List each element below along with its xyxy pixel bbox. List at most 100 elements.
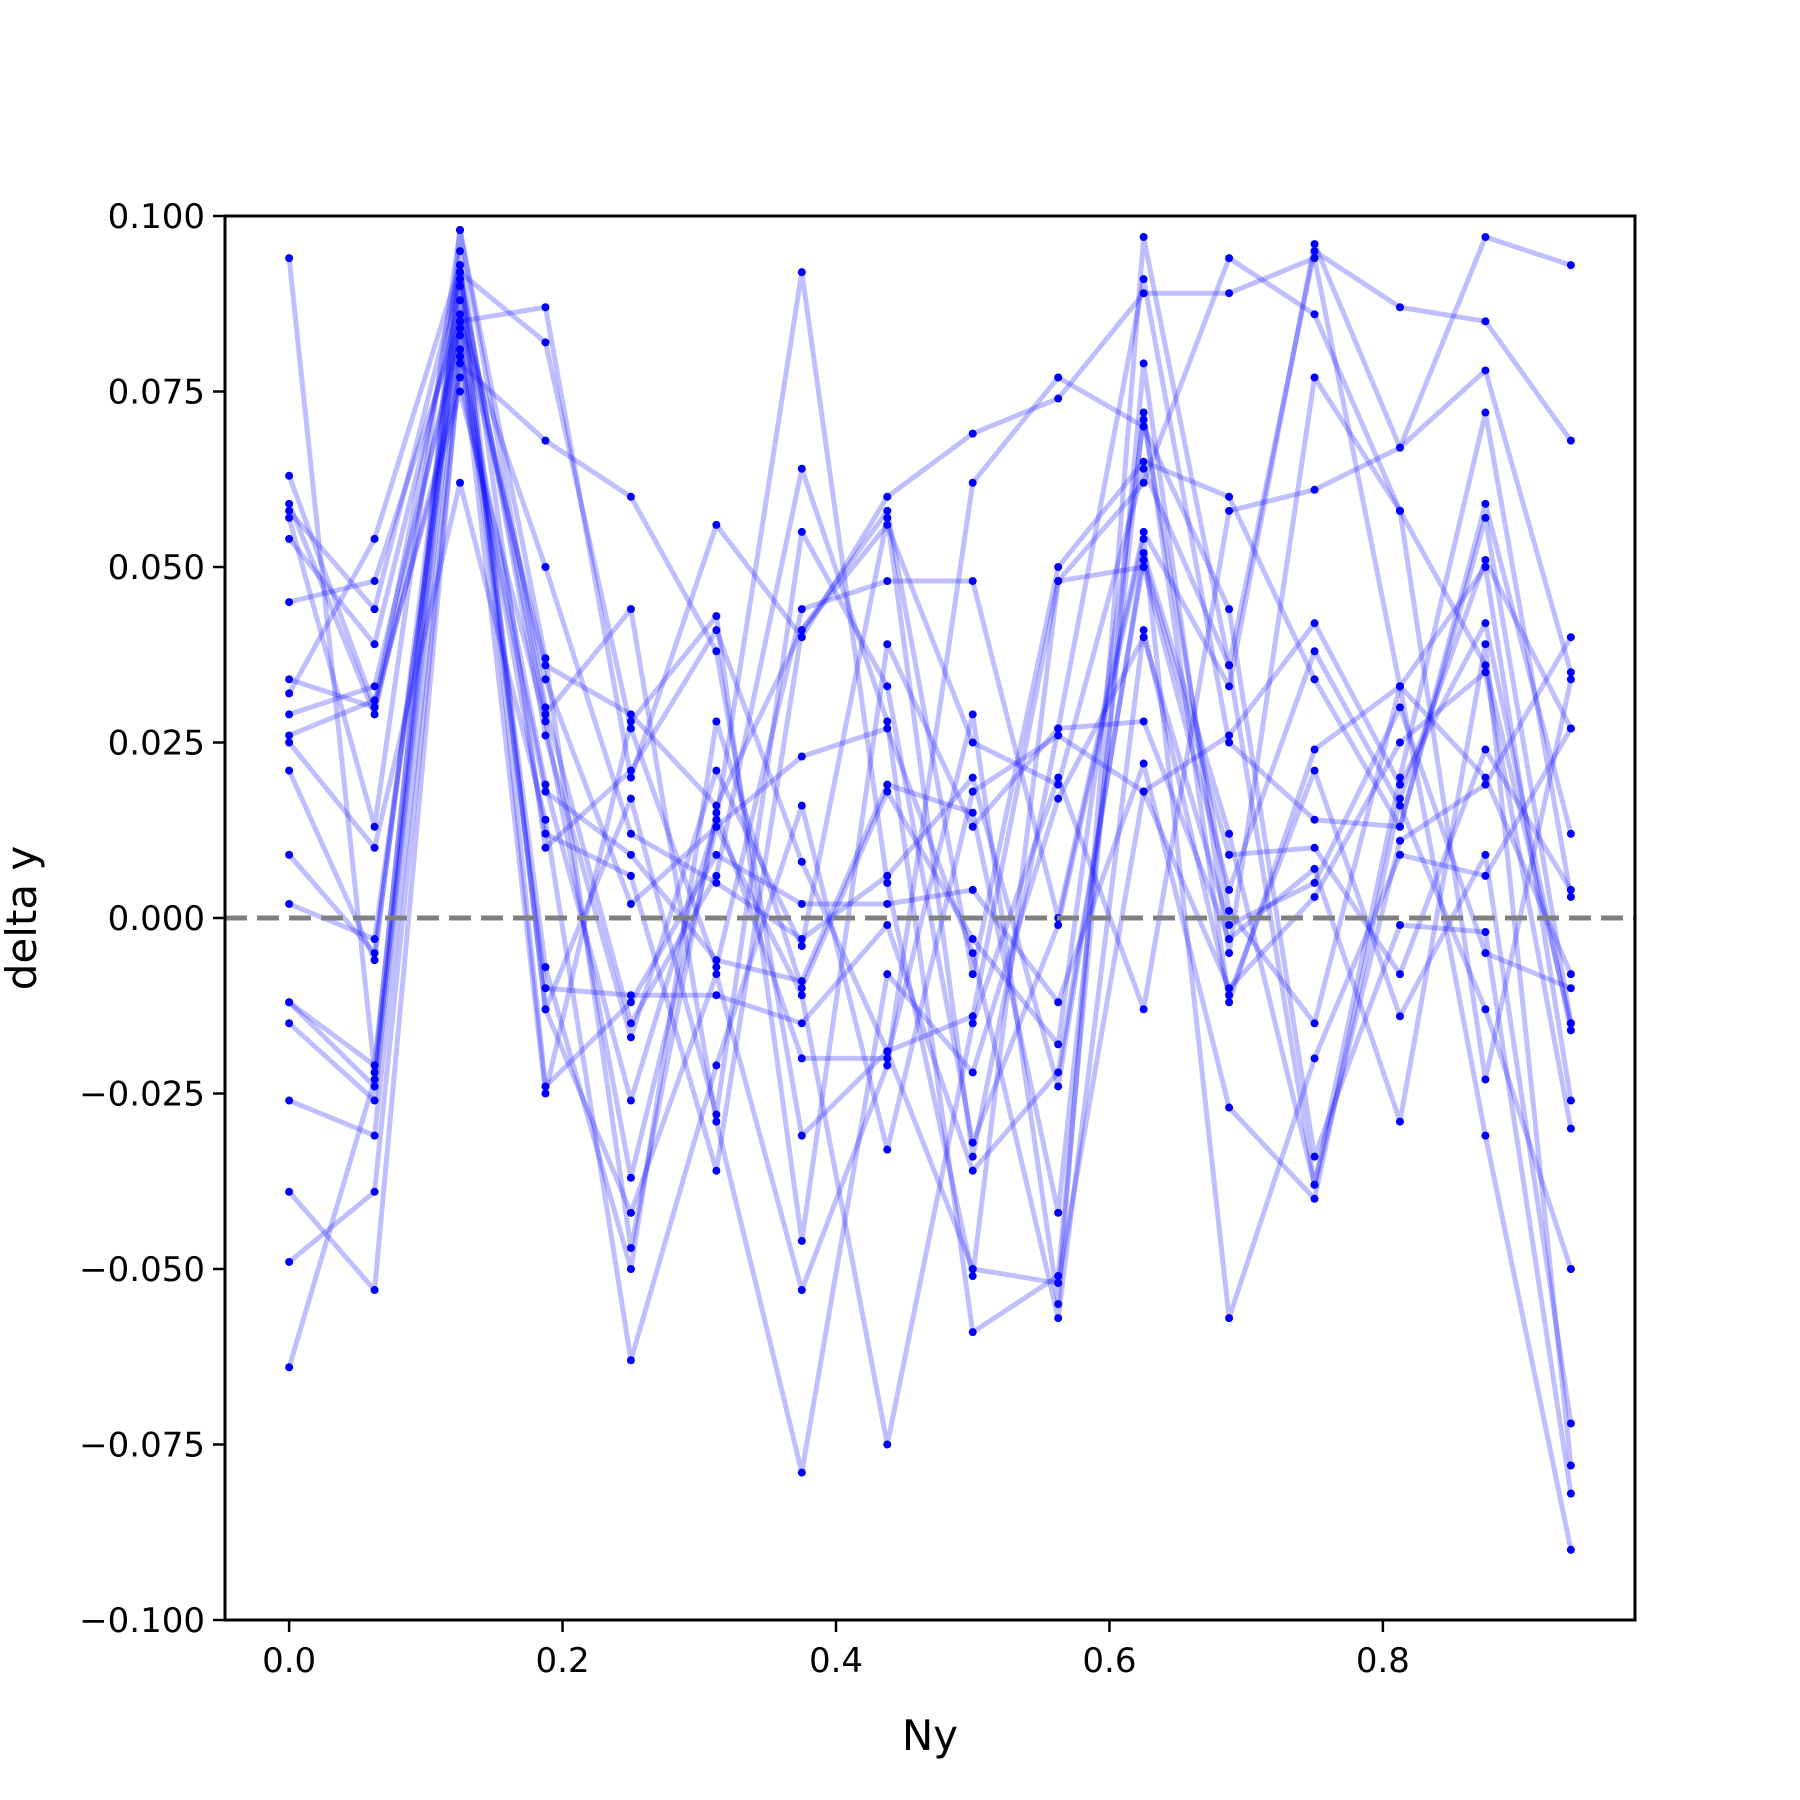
series-line	[286, 227, 1573, 1307]
data-point	[883, 724, 892, 733]
data-point	[1225, 921, 1234, 930]
data-point	[1225, 850, 1234, 859]
data-point	[370, 1082, 379, 1091]
data-point	[285, 598, 294, 607]
x-tick-label: 0.8	[1356, 1641, 1410, 1681]
data-point	[541, 780, 550, 789]
data-point	[370, 1096, 379, 1105]
data-point	[797, 857, 806, 866]
data-point	[1395, 1012, 1404, 1021]
y-tick-label: 0.100	[108, 197, 205, 237]
series-line	[287, 311, 1574, 1272]
data-point	[626, 850, 635, 859]
data-point	[1481, 780, 1490, 789]
series-line	[287, 480, 1574, 1363]
data-point	[712, 991, 721, 1000]
data-point	[1566, 1265, 1575, 1273]
data-point	[968, 808, 977, 817]
y-tick-label: −0.050	[79, 1250, 205, 1290]
data-point	[1395, 822, 1404, 831]
data-point	[1139, 422, 1148, 431]
data-point	[1566, 633, 1575, 642]
data-point	[1225, 949, 1234, 958]
data-point	[883, 970, 892, 979]
y-tick-label: −0.075	[79, 1426, 205, 1466]
data-point	[1139, 527, 1148, 536]
data-point	[285, 710, 294, 719]
data-point	[1395, 850, 1404, 859]
data-point	[1395, 801, 1404, 810]
data-point	[541, 731, 550, 740]
data-point	[712, 970, 721, 979]
data-point	[712, 815, 721, 824]
data-point	[712, 717, 721, 726]
data-point	[1139, 717, 1148, 726]
data-point	[797, 752, 806, 761]
data-point	[1225, 254, 1234, 263]
data-point	[883, 506, 892, 515]
data-point	[1310, 843, 1319, 852]
data-point	[541, 963, 550, 972]
data-point	[883, 492, 892, 501]
data-point	[626, 1265, 635, 1273]
data-point	[797, 935, 806, 944]
data-point	[712, 626, 721, 635]
data-point	[1566, 984, 1575, 993]
data-point	[1139, 464, 1148, 473]
data-point	[1139, 534, 1148, 543]
y-axis-ticks: −0.100 −0.075 −0.050 −0.025 0.000 0.025 0.050 0…	[79, 197, 225, 1641]
data-point	[883, 787, 892, 796]
data-point	[1054, 577, 1063, 586]
data-point	[712, 878, 721, 887]
data-point	[1395, 970, 1404, 979]
data-point	[712, 956, 721, 965]
data-point	[1566, 724, 1575, 733]
data-point	[1481, 233, 1490, 242]
data-point	[285, 1096, 294, 1105]
data-point	[1139, 548, 1148, 557]
data-point	[968, 1068, 977, 1077]
data-point	[797, 464, 806, 473]
x-tick-label: 0.6	[1082, 1641, 1136, 1681]
data-point	[541, 815, 550, 824]
data-point	[370, 949, 379, 958]
data-point	[712, 1061, 721, 1070]
data-point	[1225, 506, 1234, 515]
data-point	[968, 577, 977, 586]
data-point	[1395, 303, 1404, 312]
data-point	[285, 506, 294, 515]
data-point	[712, 871, 721, 880]
data-point	[1054, 394, 1063, 403]
data-point	[1566, 1124, 1575, 1133]
data-point	[1139, 275, 1148, 284]
series-line	[287, 248, 1574, 1286]
data-point	[285, 471, 294, 480]
data-point	[1054, 1082, 1063, 1091]
data-point	[883, 1047, 892, 1056]
data-point	[1139, 626, 1148, 635]
data-point	[1395, 794, 1404, 803]
data-point	[883, 513, 892, 522]
data-point	[285, 1363, 294, 1372]
data-point	[1225, 738, 1234, 747]
data-point	[1054, 794, 1063, 803]
data-point	[797, 1286, 806, 1295]
data-point	[1225, 885, 1234, 894]
data-point	[883, 1054, 892, 1063]
data-point	[456, 268, 465, 277]
data-point	[1481, 499, 1490, 508]
data-point	[456, 331, 465, 340]
data-point	[712, 520, 721, 529]
data-point	[968, 1166, 977, 1175]
data-point	[1310, 647, 1319, 656]
data-point	[1310, 815, 1319, 824]
data-point	[1481, 1005, 1490, 1014]
data-point	[1310, 1152, 1319, 1161]
data-point	[1395, 921, 1404, 930]
data-point	[968, 1328, 977, 1337]
data-point	[1054, 1314, 1063, 1323]
data-point	[1139, 408, 1148, 417]
data-point	[1054, 373, 1063, 382]
data-point	[370, 605, 379, 614]
